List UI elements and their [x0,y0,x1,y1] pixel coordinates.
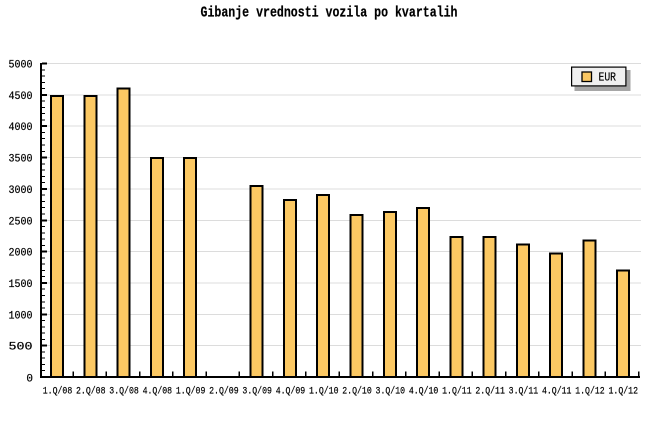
svg-text:500: 500 [9,342,33,354]
svg-text:3.Q/08: 3.Q/08 [109,386,139,398]
svg-text:1000: 1000 [9,310,33,322]
svg-text:3000: 3000 [9,185,33,197]
svg-text:4500: 4500 [9,91,33,103]
svg-text:5000: 5000 [9,60,33,72]
svg-text:2500: 2500 [9,216,33,228]
svg-text:2.Q/08: 2.Q/08 [76,386,106,398]
svg-text:3.Q/09: 3.Q/09 [242,386,272,398]
svg-text:2.Q/10: 2.Q/10 [342,386,372,398]
svg-text:1.Q/12: 1.Q/12 [609,386,639,398]
svg-text:4000: 4000 [9,122,33,134]
svg-text:3.Q/10: 3.Q/10 [376,386,406,398]
svg-text:4.Q/08: 4.Q/08 [143,386,173,398]
svg-text:Gibanje vrednosti vozila po kv: Gibanje vrednosti vozila po kvartalih [201,5,458,21]
svg-text:3.Q/11: 3.Q/11 [509,386,539,398]
svg-text:1.Q/09: 1.Q/09 [176,386,206,398]
svg-text:1500: 1500 [9,279,33,291]
svg-text:2000: 2000 [9,248,33,260]
svg-text:2.Q/11: 2.Q/11 [475,386,505,398]
svg-text:0: 0 [26,373,33,385]
svg-text:4.Q/09: 4.Q/09 [276,386,306,398]
svg-text:3500: 3500 [9,154,33,166]
svg-text:4.Q/10: 4.Q/10 [409,386,439,398]
svg-text:EUR: EUR [599,71,617,85]
svg-text:1.Q/10: 1.Q/10 [309,386,339,398]
svg-text:2.Q/09: 2.Q/09 [209,386,239,398]
svg-text:1.Q/08: 1.Q/08 [43,386,73,398]
svg-text:1.Q/11: 1.Q/11 [442,386,472,398]
svg-text:4.Q/11: 4.Q/11 [542,386,572,398]
svg-text:1.Q/12: 1.Q/12 [575,386,605,398]
